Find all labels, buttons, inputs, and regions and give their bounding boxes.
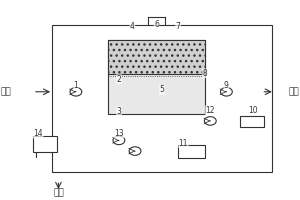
Bar [178, 145, 205, 158]
Bar [108, 40, 205, 74]
Text: 8: 8 [202, 69, 207, 78]
Text: 14: 14 [34, 129, 43, 138]
Bar [52, 25, 272, 172]
Text: 净水: 净水 [288, 87, 299, 96]
Text: 2: 2 [116, 75, 121, 84]
Text: 10: 10 [248, 106, 258, 115]
Text: 出盐: 出盐 [53, 188, 64, 197]
Text: 13: 13 [114, 129, 124, 138]
Text: 11: 11 [179, 139, 188, 148]
Bar [108, 40, 205, 114]
Text: 1: 1 [74, 81, 78, 90]
Text: 7: 7 [176, 22, 181, 31]
Bar [240, 116, 264, 127]
Text: 9: 9 [224, 81, 229, 90]
Text: 入口: 入口 [1, 87, 11, 96]
Text: 4: 4 [130, 22, 135, 31]
Text: 12: 12 [206, 106, 215, 115]
Text: 3: 3 [116, 107, 122, 116]
Text: 5: 5 [160, 85, 164, 94]
Bar [33, 136, 57, 152]
Text: 6: 6 [154, 20, 159, 29]
